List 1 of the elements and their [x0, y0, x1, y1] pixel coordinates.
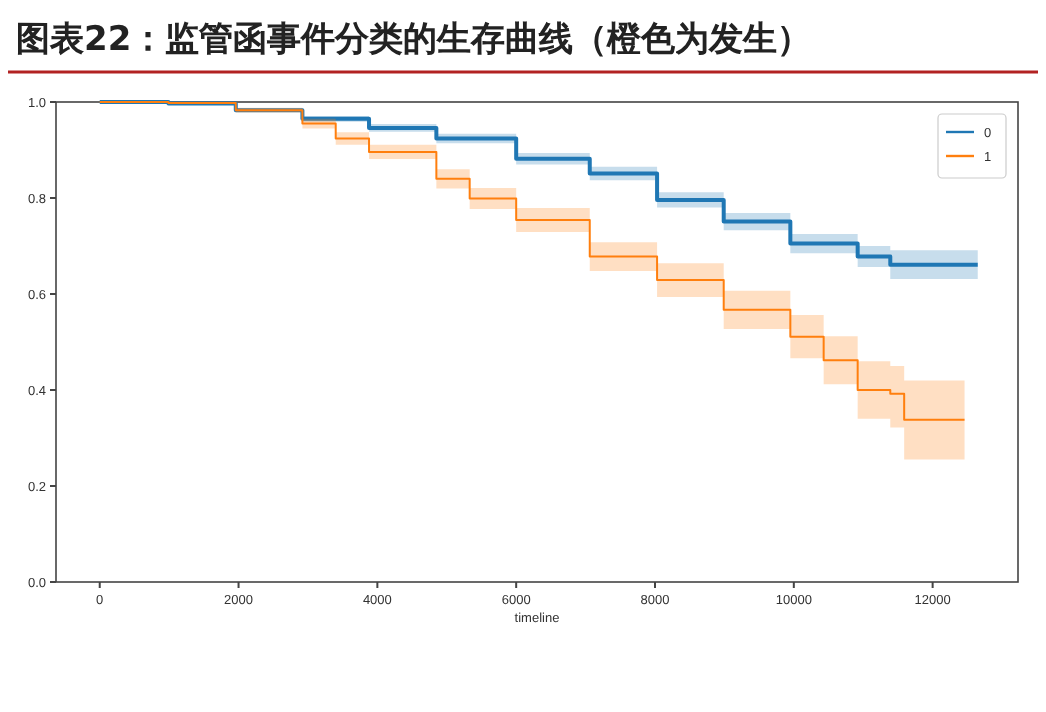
chart-title: 图表22：监管函事件分类的生存曲线（橙色为发生）: [16, 20, 812, 60]
